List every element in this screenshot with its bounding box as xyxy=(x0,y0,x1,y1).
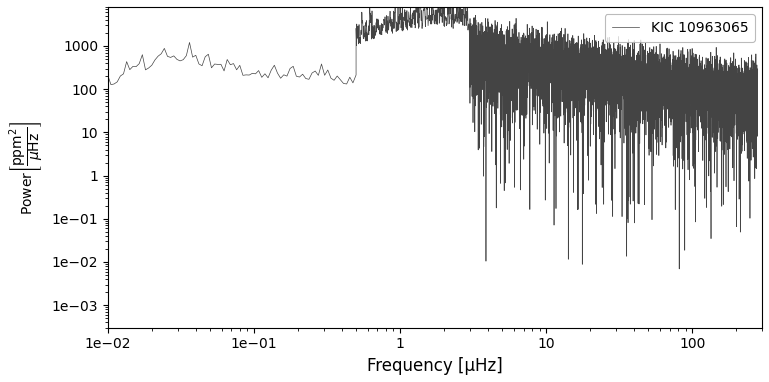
Legend: KIC 10963065: KIC 10963065 xyxy=(604,14,755,42)
KIC 10963065 xyxy=(714,61,724,66)
KIC 10963065 xyxy=(561,69,571,74)
KIC 10963065 xyxy=(751,121,761,126)
KIC 10963065 xyxy=(753,66,762,71)
X-axis label: Frequency [μHz]: Frequency [μHz] xyxy=(367,357,503,375)
Y-axis label: $\mathrm{Power}\left[\dfrac{\mathrm{ppm}^2}{\mu\mathrm{Hz}}\right]$: $\mathrm{Power}\left[\dfrac{\mathrm{ppm}… xyxy=(7,120,46,215)
KIC 10963065 xyxy=(591,58,600,63)
KIC 10963065 xyxy=(103,73,112,78)
KIC 10963065 xyxy=(592,53,601,57)
KIC 10963065 xyxy=(740,149,749,153)
KIC 10963065 xyxy=(674,267,684,271)
Line: KIC 10963065: KIC 10963065 xyxy=(108,0,757,269)
